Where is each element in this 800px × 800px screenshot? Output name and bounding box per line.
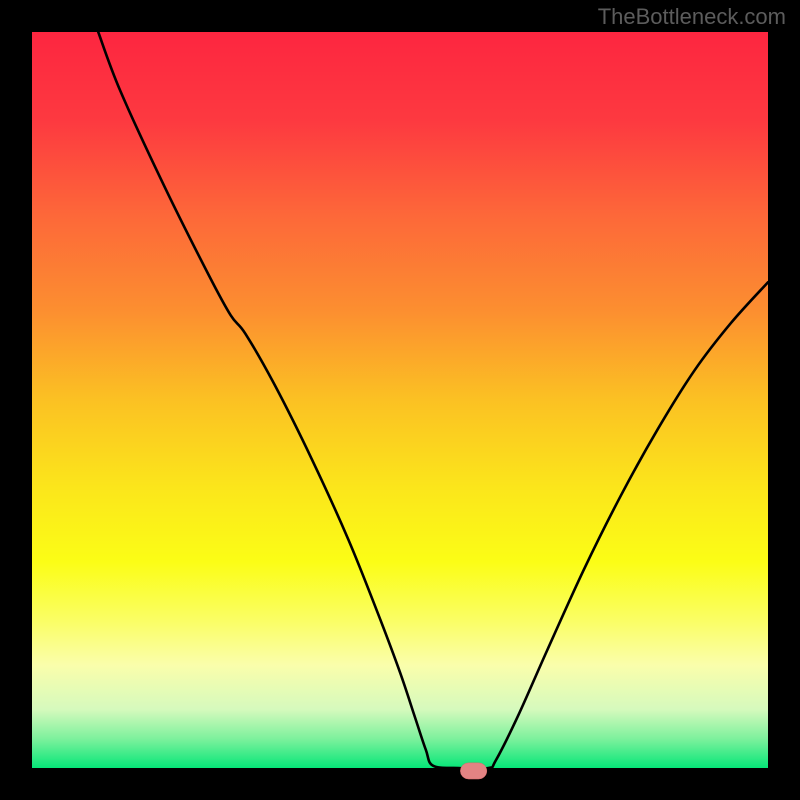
watermark-text: TheBottleneck.com (598, 4, 786, 30)
plot-gradient-area (32, 32, 768, 768)
